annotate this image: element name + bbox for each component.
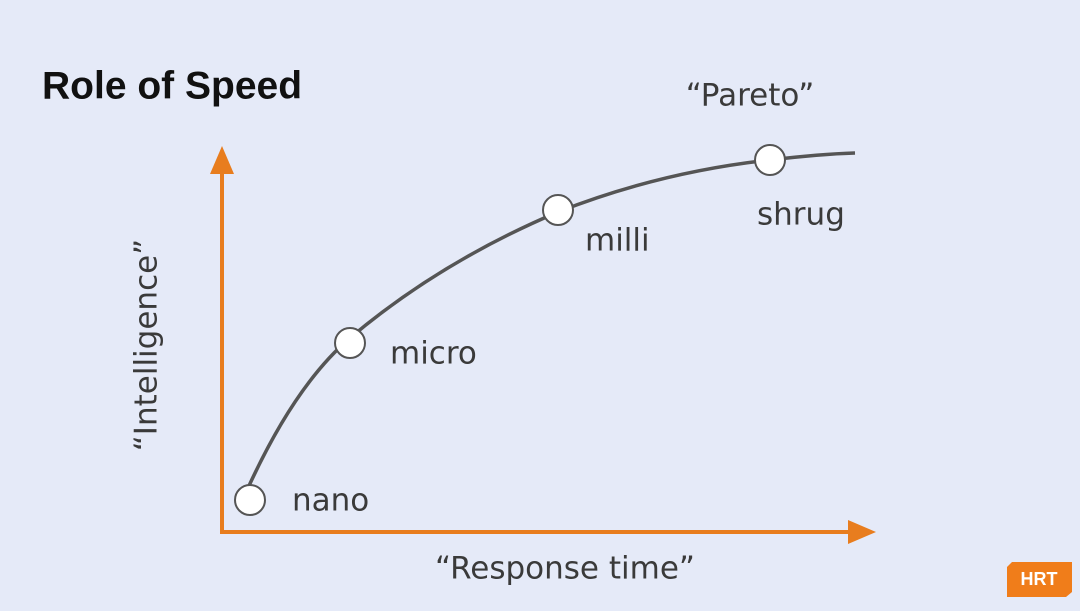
points — [234, 144, 786, 516]
y-axis-label: “Intelligence” — [129, 239, 165, 452]
point — [542, 194, 574, 226]
point-label: milli — [585, 223, 650, 259]
logo: HRT — [1007, 562, 1072, 597]
axes — [210, 146, 876, 544]
y-arrow — [210, 146, 234, 174]
logo-text: HRT — [1021, 569, 1058, 589]
point — [334, 327, 366, 359]
logo-badge — [1007, 562, 1072, 597]
point — [234, 484, 266, 516]
x-arrow — [848, 520, 876, 544]
slide-title: Role of Speed — [42, 64, 302, 107]
point-label: micro — [390, 336, 477, 372]
point-label: nano — [292, 483, 369, 519]
curve-label: “Pareto” — [686, 78, 815, 114]
x-axis-label: “Response time” — [435, 551, 695, 587]
point-label: shrug — [757, 197, 845, 233]
point — [754, 144, 786, 176]
